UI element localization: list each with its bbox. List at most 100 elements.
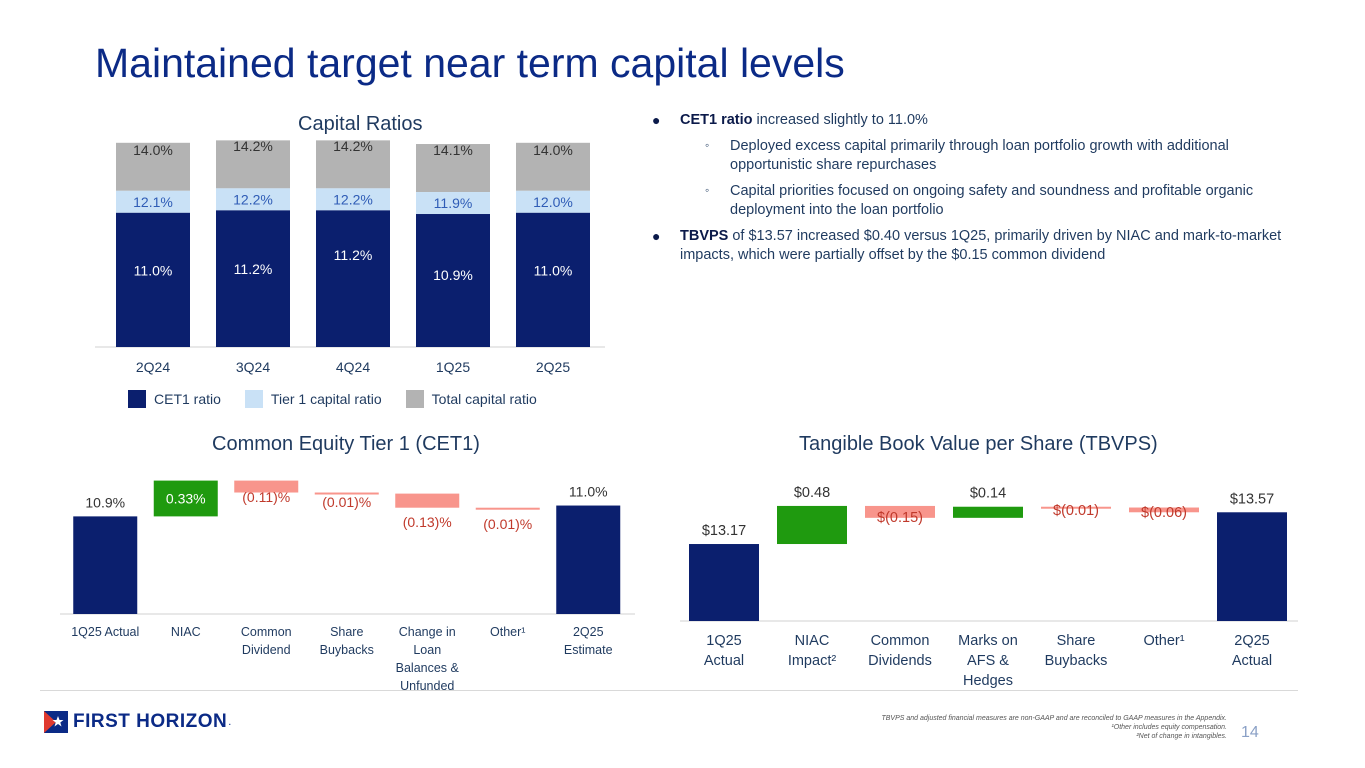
legend-swatch-cet1	[128, 390, 146, 408]
tier1-label-4Q24: 12.2%	[333, 191, 373, 207]
cet1-category-label-4: Balances &	[396, 661, 460, 675]
sub-bullet-2: ◦ Capital priorities focused on ongoing …	[650, 182, 1300, 220]
tbvps-value-label-6: $13.57	[1230, 491, 1274, 507]
legend-tier1: Tier 1 capital ratio	[244, 390, 382, 408]
bullet-cet1: ● CET1 ratio increased slightly to 11.0%	[650, 111, 1300, 130]
x-tick-1Q25: 1Q25	[436, 359, 470, 375]
x-tick-4Q24: 4Q24	[336, 359, 370, 375]
tier1-capital-bar-3Q24	[216, 188, 290, 211]
tbvps-bar-3	[953, 506, 1023, 518]
cet1-bar-3	[314, 492, 379, 495]
tier1-capital-bar-4Q24	[316, 188, 390, 211]
legend-swatch-total	[405, 390, 424, 408]
cet1-bar-1Q25	[416, 214, 490, 347]
legend-label-cet1: CET1 ratio	[154, 391, 221, 407]
commentary-bullets: ● CET1 ratio increased slightly to 11.0%…	[650, 111, 1300, 272]
legend-total: Total capital ratio	[405, 390, 537, 408]
cet1-category-label-2: Dividend	[242, 643, 291, 657]
capital-ratios-legend: CET1 ratio Tier 1 capital ratio Total ca…	[128, 390, 561, 408]
total-label-4Q24: 14.2%	[333, 138, 373, 154]
footnote-other: ¹Other includes equity compensation.	[1111, 724, 1227, 731]
cet1-value-label-0: 10.9%	[85, 494, 125, 510]
first-horizon-logo: FIRST HORIZON.	[44, 711, 231, 733]
cet1-category-label-5: Other¹	[490, 625, 525, 639]
x-tick-2Q24: 2Q24	[136, 359, 170, 375]
sub-bullet-1-text: Deployed excess capital primarily throug…	[730, 138, 1229, 173]
bullet-tbvps-text: of $13.57 increased $0.40 versus 1Q25, p…	[680, 228, 1282, 263]
total-capital-bar-4Q24	[316, 140, 390, 189]
bullet-cet1-text: increased slightly to 11.0%	[752, 112, 928, 128]
cet1-bar-2	[234, 480, 299, 493]
tier1-capital-bar-2Q25	[516, 190, 590, 213]
cet1-bar-2Q24	[116, 212, 190, 347]
tbvps-category-label-3: AFS &	[967, 653, 1009, 669]
cet1-label-4Q24: 11.2%	[334, 247, 373, 263]
tbvps-category-label-3: Marks on	[958, 633, 1018, 649]
legend-label-tier1: Tier 1 capital ratio	[270, 391, 382, 407]
tbvps-value-label-5: $(0.06)	[1141, 505, 1187, 521]
cet1-bar-0	[73, 516, 138, 614]
cet1-category-label-3: Share	[330, 625, 363, 639]
footer-divider	[40, 690, 1298, 691]
x-tick-2Q25: 2Q25	[536, 359, 570, 375]
tbvps-bar-6	[1217, 512, 1287, 621]
footnote-nongaap: TBVPS and adjusted financial measures ar…	[881, 715, 1227, 722]
tbvps-bar-2	[865, 505, 935, 518]
footnote-intangibles: ²Net of change in intangibles.	[1136, 733, 1227, 740]
tbvps-value-label-4: $(0.01)	[1053, 503, 1099, 519]
cet1-category-label-0: 1Q25 Actual	[71, 625, 139, 639]
cet1-category-label-4: Loan	[413, 643, 441, 657]
cet1-bar-2Q25	[516, 212, 590, 347]
cet1-bar-3Q24	[216, 210, 290, 347]
tier1-label-2Q24: 12.1%	[133, 194, 173, 210]
tbvps-category-label-6: Actual	[1232, 653, 1272, 669]
tbvps-value-label-3: $0.14	[970, 486, 1006, 502]
cet1-label-3Q24: 11.2%	[234, 261, 273, 277]
total-capital-bar-2Q25	[516, 142, 590, 191]
tbvps-category-label-1: NIAC	[795, 633, 830, 649]
cet1-label-2Q25: 11.0%	[534, 263, 573, 279]
tbvps-category-label-2: Common	[871, 633, 930, 649]
tbvps-category-label-4: Buybacks	[1045, 653, 1108, 669]
total-capital-bar-1Q25	[416, 144, 490, 193]
total-label-1Q25: 14.1%	[433, 142, 473, 158]
tbvps-waterfall-chart: $13.17 1Q25 Actual $0.48 NIAC Impact² $(0.15) C…	[680, 485, 1298, 689]
sub-bullet-2-text: Capital priorities focused on ongoing sa…	[730, 183, 1254, 218]
tbvps-category-label-1: Impact²	[788, 653, 837, 669]
bullet-dot-icon: ●	[652, 228, 661, 244]
tier1-capital-bar-2Q24	[116, 190, 190, 213]
cet1-value-label-1: 0.33%	[166, 490, 206, 506]
tbvps-category-label-5: Other¹	[1143, 633, 1184, 649]
total-label-3Q24: 14.2%	[233, 138, 273, 154]
tbvps-category-label-4: Share	[1057, 633, 1096, 649]
cet1-category-label-3: Buybacks	[320, 643, 374, 657]
first-horizon-flag-icon	[44, 711, 68, 733]
cet1-label-2Q24: 11.0%	[134, 263, 173, 279]
cet1-category-label-2: Common	[241, 625, 292, 639]
cet1-category-label-4: Unfunded	[400, 679, 454, 690]
bullet-tbvps: ● TBVPS of $13.57 increased $0.40 versus…	[650, 227, 1300, 265]
legend-label-total: Total capital ratio	[431, 391, 537, 407]
cet1-value-label-2: (0.11)%	[242, 489, 290, 505]
capital-ratios-title: Capital Ratios	[298, 113, 423, 135]
cet1-bar-5	[475, 507, 540, 510]
tbvps-category-label-3: Hedges	[963, 673, 1013, 689]
total-capital-bar-2Q24	[116, 142, 190, 191]
bullet-tbvps-bold: TBVPS	[680, 228, 729, 244]
bullet-dot-icon: ●	[652, 112, 661, 128]
cet1-bar-1	[153, 480, 218, 517]
sub-bullet-ring-icon: ◦	[705, 183, 710, 197]
capital-ratios-chart: 12.1% 11.0% 14.0% 2Q24 12.2% 11.2% 14.2% 3Q24 12…	[95, 138, 605, 375]
cet1-category-label-6: Estimate	[564, 643, 613, 657]
cet1-category-label-1: NIAC	[171, 625, 201, 639]
tbvps-waterfall-title: Tangible Book Value per Share (TBVPS)	[799, 433, 1158, 455]
cet1-value-label-3: (0.01)%	[322, 494, 371, 510]
cet1-value-label-4: (0.13)%	[403, 514, 452, 530]
cet1-waterfall-title: Common Equity Tier 1 (CET1)	[212, 433, 480, 455]
cet1-label-1Q25: 10.9%	[433, 267, 473, 283]
cet1-category-label-4: Change in	[399, 625, 456, 639]
tbvps-bar-4	[1041, 506, 1111, 509]
footnotes: TBVPS and adjusted financial measures ar…	[881, 714, 1227, 741]
page-title: Maintained target near term capital leve…	[95, 40, 845, 86]
total-label-2Q25: 14.0%	[533, 142, 573, 158]
